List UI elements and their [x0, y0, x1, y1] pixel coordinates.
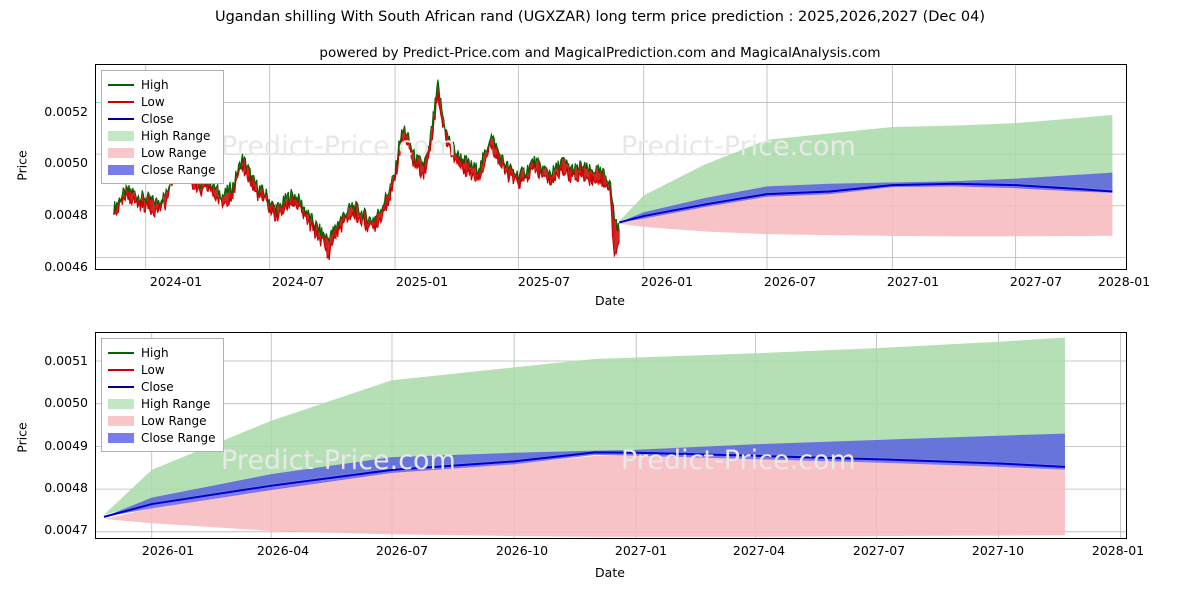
plot-area-bottom: Predict-Price.com Predict-Price.com [95, 332, 1127, 539]
xtick-bottom-1: 2026-04 [256, 543, 310, 558]
legend-label-low: Low [141, 362, 165, 377]
legend-label-high: High [141, 345, 169, 360]
legend-item-close: Close [108, 110, 216, 127]
page-subtitle: powered by Predict-Price.com and Magical… [319, 45, 881, 61]
xtick-top-1: 2024-07 [271, 274, 325, 289]
legend-swatch-high [108, 347, 134, 359]
xtick-bottom-3: 2026-10 [495, 543, 549, 558]
legend-item-high: High [108, 344, 216, 361]
yaxis-label-top: Price [14, 150, 30, 181]
legend-item-low: Low [108, 361, 216, 378]
legend-item-low-range: Low Range [108, 144, 216, 161]
ytick-bottom-4: 0.0051 [44, 353, 88, 368]
legend-item-low-range: Low Range [108, 412, 216, 429]
legend-label-close: Close [141, 111, 174, 126]
xtick-top-2: 2025-01 [395, 274, 449, 289]
ytick-bottom-1: 0.0048 [44, 480, 88, 495]
ytick-bottom-2: 0.0049 [44, 438, 88, 453]
xtick-top-4: 2026-01 [640, 274, 694, 289]
chart-panel-bottom: Predict-Price.com Predict-Price.com 0.00… [0, 310, 1200, 600]
legend-label-close: Close [141, 379, 174, 394]
legend-swatch-close [108, 381, 134, 393]
legend-label-close-range: Close Range [141, 162, 216, 177]
legend-item-close-range: Close Range [108, 429, 216, 446]
legend-swatch-close-range [108, 164, 134, 176]
yaxis-label-bottom: Price [14, 422, 30, 453]
legend-swatch-high-range [108, 130, 134, 142]
legend-item-close: Close [108, 378, 216, 395]
legend-item-high-range: High Range [108, 127, 216, 144]
legend-label-high-range: High Range [141, 396, 211, 411]
ytick-top-1: 0.0048 [44, 207, 88, 222]
ytick-top-0: 0.0046 [44, 259, 88, 274]
legend-swatch-low-range [108, 147, 134, 159]
xtick-top-3: 2025-07 [517, 274, 571, 289]
xtick-bottom-7: 2027-10 [971, 543, 1025, 558]
legend-swatch-close [108, 113, 134, 125]
xtick-top-8: 2028-01 [1097, 274, 1151, 289]
page-title: Ugandan shilling With South African rand… [214, 9, 986, 25]
ytick-top-2: 0.0050 [44, 155, 88, 170]
legend-swatch-low [108, 364, 134, 376]
xtick-top-5: 2026-07 [763, 274, 817, 289]
legend-label-low-range: Low Range [141, 145, 207, 160]
plot-area-top: Predict-Price.com Predict-Price.com [95, 64, 1127, 270]
legend-swatch-low-range [108, 415, 134, 427]
legend-bottom: High Low Close High Range Low Range Clos… [101, 338, 224, 452]
legend-swatch-low [108, 96, 134, 108]
legend-swatch-close-range [108, 432, 134, 444]
legend-item-close-range: Close Range [108, 161, 216, 178]
legend-item-low: Low [108, 93, 216, 110]
xtick-bottom-2: 2026-07 [375, 543, 429, 558]
legend-label-high: High [141, 77, 169, 92]
xtick-top-7: 2027-07 [1009, 274, 1063, 289]
legend-item-high: High [108, 76, 216, 93]
legend-label-low-range: Low Range [141, 413, 207, 428]
legend-label-low: Low [141, 94, 165, 109]
series-canvas-bottom [96, 333, 1126, 538]
legend-label-close-range: Close Range [141, 430, 216, 445]
xtick-bottom-4: 2027-01 [614, 543, 668, 558]
ytick-bottom-3: 0.0050 [44, 395, 88, 410]
xtick-top-6: 2027-01 [886, 274, 940, 289]
legend-item-high-range: High Range [108, 395, 216, 412]
xaxis-label-bottom: Date [595, 565, 625, 580]
xtick-bottom-0: 2026-01 [141, 543, 195, 558]
legend-swatch-high-range [108, 398, 134, 410]
series-canvas-top [96, 65, 1126, 269]
xtick-bottom-8: 2028-01 [1091, 543, 1145, 558]
legend-top: High Low Close High Range Low Range Clos… [101, 70, 224, 184]
ytick-top-3: 0.0052 [44, 104, 88, 119]
legend-swatch-high [108, 79, 134, 91]
ytick-bottom-0: 0.0047 [44, 522, 88, 537]
legend-label-high-range: High Range [141, 128, 211, 143]
xtick-bottom-5: 2027-04 [732, 543, 786, 558]
xaxis-label-top: Date [595, 293, 625, 308]
chart-panel-top: Predict-Price.com Predict-Price.com 0.00… [14, 64, 1151, 308]
xtick-bottom-6: 2027-07 [852, 543, 906, 558]
xtick-top-0: 2024-01 [149, 274, 203, 289]
